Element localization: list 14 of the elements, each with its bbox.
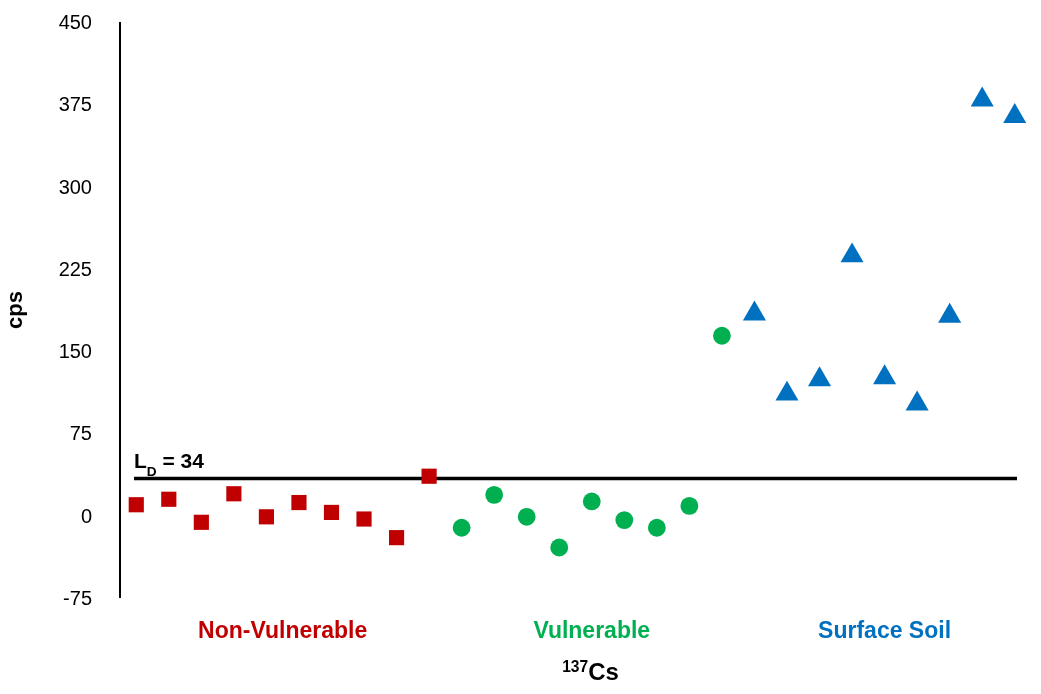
ref-line-label: L$_{D}$ = 34	[134, 449, 205, 479]
y-axis-title: cps	[2, 291, 27, 329]
text: Non-Vulnerable	[198, 617, 368, 643]
text: Vulnerable	[533, 617, 651, 643]
y-tick-label: 450	[58, 11, 92, 33]
y-tick-label: 375	[58, 93, 92, 116]
text: Surface Soil	[818, 617, 952, 643]
y-tick-label: 150	[58, 340, 92, 363]
x-axis-title: $^{137}$Cs	[562, 657, 619, 685]
y-tick-label: 300	[58, 175, 92, 198]
y-tick-label: 0	[80, 504, 92, 527]
y-tick-label: 75	[69, 422, 92, 445]
y-tick-label: -75	[63, 587, 92, 609]
y-tick-label: 225	[58, 257, 92, 280]
